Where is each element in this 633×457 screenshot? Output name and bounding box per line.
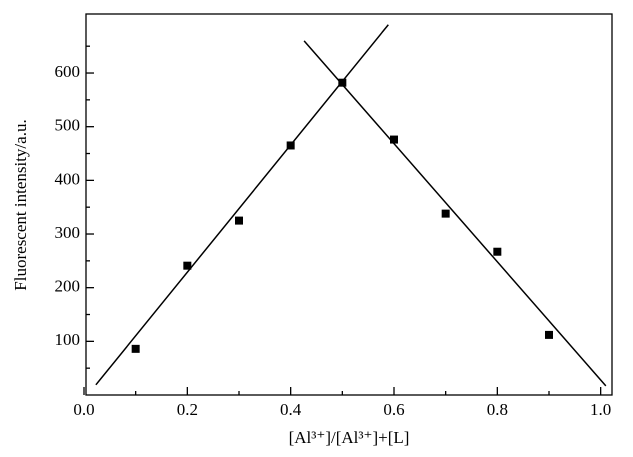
data-point bbox=[131, 344, 140, 353]
x-tick-label: 0.6 bbox=[383, 400, 404, 419]
data-point bbox=[235, 216, 243, 225]
x-tick-label: 0.4 bbox=[280, 400, 302, 419]
y-tick-label: 500 bbox=[55, 116, 81, 135]
data-point bbox=[286, 141, 295, 150]
y-tick-label: 100 bbox=[55, 330, 81, 349]
y-axis-label: Fluorescent intensity/a.u. bbox=[11, 119, 30, 290]
plot-frame bbox=[85, 13, 613, 396]
x-tick-label: 0.0 bbox=[73, 400, 94, 419]
y-tick-label: 300 bbox=[55, 223, 81, 242]
y-tick-label: 400 bbox=[55, 169, 81, 188]
data-point bbox=[545, 330, 553, 339]
x-tick-label: 0.2 bbox=[177, 400, 198, 419]
data-point bbox=[390, 135, 398, 144]
data-point bbox=[338, 78, 347, 87]
data-point bbox=[441, 209, 450, 218]
x-tick-label: 0.8 bbox=[487, 400, 508, 419]
y-tick-label: 200 bbox=[55, 277, 81, 296]
x-tick-label: 1.0 bbox=[590, 400, 611, 419]
data-point bbox=[493, 247, 502, 256]
y-tick-label: 600 bbox=[55, 62, 81, 81]
fit-line bbox=[303, 40, 607, 387]
x-axis-label: [Al³⁺]/[Al³⁺]+[L] bbox=[289, 428, 410, 447]
data-point bbox=[183, 261, 192, 270]
